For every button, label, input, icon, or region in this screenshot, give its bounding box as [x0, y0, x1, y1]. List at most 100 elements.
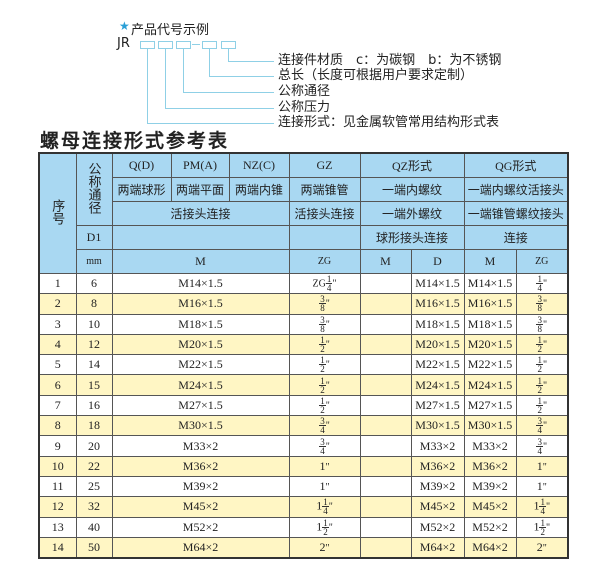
cell-qg-m: M16×1.5 [463, 293, 517, 315]
inch-mark: " [542, 339, 548, 351]
zg-numerator: 1 [536, 395, 543, 406]
zg-prefix: ZG [312, 278, 326, 290]
zg-numerator: 1 [536, 274, 543, 285]
table-row: 9 20 M33×2 3 4 " M33×2 M33×2 3 4 " [38, 435, 569, 457]
zg-denominator: 4 [320, 425, 325, 436]
header-unit: mm [75, 249, 113, 274]
cell-d1: 12 [75, 333, 113, 356]
table-row: 4 12 M20×1.5 1 2 " M20×1.5 M20×1.5 1 2 " [38, 333, 569, 356]
table-row: 12 32 M45×2 1 1 4 " M45×2 M45×2 1 1 4 " [38, 496, 569, 518]
cell-zg: 2" [288, 536, 361, 559]
zg-numerator: 1 [536, 335, 543, 346]
cell-d1: 50 [75, 536, 113, 559]
zg-denominator: 8 [537, 323, 542, 334]
zg-numerator: 1 [539, 497, 546, 508]
cell-qz-m [359, 496, 412, 518]
cell-qg-zg: 1 1 2 " [515, 516, 569, 538]
cell-qg-zg: 1 4 " [515, 272, 569, 295]
cell-m: M22×1.5 [111, 354, 290, 376]
zg-whole: 1 [536, 458, 543, 473]
cell-d1: 40 [75, 516, 113, 538]
cell-m: M33×2 [111, 435, 290, 457]
header-desc: 活接头连接 [288, 201, 361, 226]
zg-denominator: 2 [320, 344, 325, 355]
header-seq: 序号 [38, 152, 77, 274]
inch-mark: " [328, 501, 333, 513]
label-pressure: 公称压力 [278, 100, 331, 115]
cell-m: M14×1.5 [111, 272, 290, 295]
header-desc: 一端内螺纹活接头 [463, 177, 569, 202]
header-desc: 一端锥管螺纹接头 [463, 201, 569, 226]
cell-m: M30×1.5 [111, 415, 290, 437]
code-dash [192, 44, 200, 45]
zg-whole: 1 [533, 518, 540, 533]
inch-mark: " [325, 339, 330, 351]
header-qz-d: D [410, 249, 465, 274]
zg-denominator: 2 [320, 404, 325, 415]
zg-denominator: 8 [320, 303, 325, 314]
cell-seq: 3 [38, 313, 77, 335]
table-row: 3 10 M18×1.5 3 8 " M18×1.5 M18×1.5 3 8 " [38, 313, 569, 335]
inch-mark: " [542, 298, 548, 310]
table-row: 1 6 M14×1.5 ZG 1 4 " M14×1.5 M14×1.5 1 4 " [38, 272, 569, 295]
cell-qz-d: M14×1.5 [410, 272, 465, 295]
cell-seq: 13 [38, 516, 77, 538]
cell-qz-m [359, 415, 412, 437]
cell-qz-d: M36×2 [410, 455, 465, 477]
zg-numerator: 3 [319, 436, 326, 447]
inch-mark: " [325, 461, 330, 473]
inch-mark: " [325, 482, 330, 494]
cell-qz-m [359, 435, 412, 457]
cell-qg-zg: 1 1 4 " [515, 496, 569, 518]
cell-qg-m: M45×2 [463, 496, 517, 518]
inch-mark: " [542, 482, 547, 494]
zg-denominator: 4 [537, 283, 542, 294]
label-diameter: 公称通径 [278, 84, 331, 99]
cell-seq: 14 [38, 536, 77, 559]
cell-seq: 5 [38, 354, 77, 376]
cell-zg: 1 1 2 " [288, 516, 361, 538]
cell-m: M24×1.5 [111, 374, 290, 396]
cell-qg-zg: 3 4 " [515, 435, 569, 457]
cell-qz-m [359, 354, 412, 376]
inch-mark: " [325, 400, 330, 412]
inch-mark: " [542, 278, 548, 290]
cell-d1: 25 [75, 475, 113, 498]
cell-qz-d: M33×2 [410, 435, 465, 457]
header-qz-m: M [359, 249, 412, 274]
zg-denominator: 2 [537, 404, 542, 415]
header-nominal: 公称通径 [75, 152, 113, 226]
cell-qg-m: M24×1.5 [463, 374, 517, 396]
cell-zg: 1 2 " [288, 394, 361, 417]
cell-seq: 10 [38, 455, 77, 477]
cell-qz-d: M52×2 [410, 516, 465, 538]
zg-numerator: 1 [319, 355, 326, 366]
inch-mark: " [542, 359, 548, 371]
cell-qz-m [359, 455, 412, 477]
cell-zg: 3 4 " [288, 435, 361, 457]
cell-m: M64×2 [111, 536, 290, 559]
cell-qg-zg: 1 2 " [515, 333, 569, 356]
table-row: 14 50 M64×2 2" M64×2 M64×2 2" [38, 536, 569, 559]
cell-zg: 1 2 " [288, 374, 361, 396]
zg-numerator: 1 [536, 355, 543, 366]
zg-denominator: 2 [320, 384, 325, 395]
header-qg-zg: ZG [515, 249, 569, 274]
cell-qg-zg: 1" [515, 475, 569, 498]
header-desc: 两端锥管 [288, 177, 361, 202]
cell-qg-m: M36×2 [463, 455, 517, 477]
inch-mark: " [325, 543, 330, 554]
code-slot-material [221, 41, 236, 49]
code-prefix: JR [117, 36, 130, 51]
